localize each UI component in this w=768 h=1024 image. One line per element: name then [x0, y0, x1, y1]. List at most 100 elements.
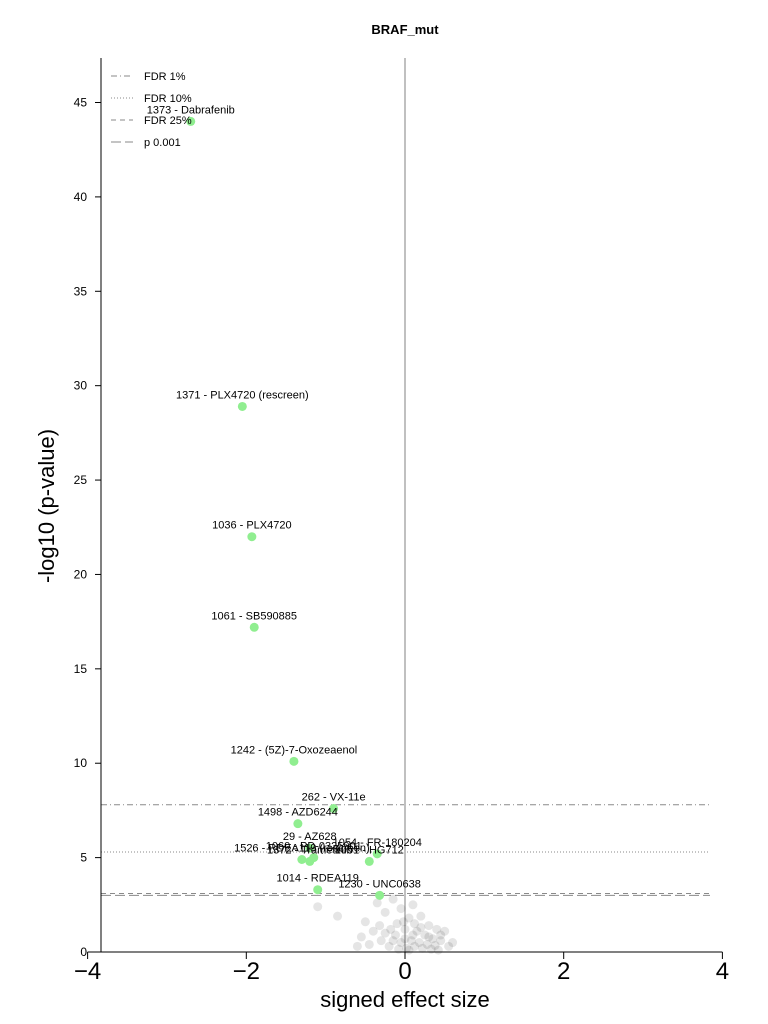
background-point — [386, 924, 396, 934]
point-labels: 1373 - Dabrafenib 1371 - PLX4720 (rescree… — [147, 104, 422, 890]
significant-point — [329, 804, 339, 814]
y-tick-label: 15 — [74, 662, 88, 676]
significant-point — [305, 843, 315, 853]
background-point — [424, 921, 434, 931]
background-point — [448, 938, 458, 948]
background-point — [410, 941, 420, 951]
background-point — [406, 936, 416, 946]
background-point — [408, 930, 418, 940]
x-tick-label: −2 — [233, 958, 260, 985]
y-tick-label: 5 — [80, 851, 87, 865]
tick-labels: 0 5 10 15 20 25 30 35 40 45 −4 −2 0 2 4 — [74, 96, 729, 985]
background-point — [360, 917, 370, 927]
point-label: 1060 - PD-0325901 — [266, 841, 362, 853]
significant-point — [249, 622, 259, 632]
point-label: 1054 - FR-180204 — [333, 837, 422, 849]
background-point — [390, 930, 400, 940]
background-point — [372, 898, 382, 908]
y-tick-label: 25 — [74, 473, 88, 487]
background-point — [313, 902, 323, 912]
legend-label: FDR 10% — [144, 93, 192, 105]
background-point — [394, 944, 404, 954]
background-point — [412, 926, 422, 936]
significant-point — [313, 885, 323, 895]
y-tick-label: 0 — [80, 945, 87, 959]
background-point — [368, 926, 378, 936]
significant-point — [372, 849, 382, 859]
background-point — [440, 926, 450, 936]
background-point — [352, 941, 362, 951]
x-tick-label: 2 — [557, 958, 570, 985]
point-label: 1526 - RDEA119 (rescreen) — [234, 843, 370, 855]
background-point — [426, 944, 436, 954]
background-point — [388, 936, 398, 946]
y-tick-label: 30 — [74, 379, 88, 393]
x-tick-label: 4 — [716, 958, 729, 985]
significant-points — [186, 116, 385, 900]
y-axis-label: -log10 (p-value) — [34, 429, 59, 583]
background-point — [333, 911, 343, 921]
background-point — [432, 924, 442, 934]
legend-label: FDR 25% — [144, 115, 192, 127]
background-point — [410, 919, 420, 929]
significant-point — [364, 856, 374, 866]
background-point — [416, 911, 426, 921]
background-point — [436, 936, 446, 946]
y-tick-label: 20 — [74, 567, 88, 581]
legend: FDR 1% FDR 10% FDR 25% p 0.001 — [111, 71, 192, 149]
point-label: 1230 - UNC0638 — [338, 878, 421, 890]
background-point — [380, 928, 390, 938]
background-point — [428, 934, 438, 944]
point-label: 1242 - (5Z)-7-Oxozeaenol — [231, 744, 358, 756]
background-point — [400, 934, 410, 944]
point-label: 1061 - SB590885 — [211, 610, 297, 622]
point-label: 29 - AZ628 — [283, 831, 337, 843]
point-label: 1036 - PLX4720 — [212, 520, 292, 532]
background-point — [392, 919, 402, 929]
background-point — [404, 913, 414, 923]
background-point — [396, 904, 406, 914]
legend-label: p 0.001 — [144, 137, 181, 149]
x-axis-label: signed effect size — [320, 987, 490, 1012]
background-point — [380, 907, 390, 917]
background-point — [430, 940, 440, 950]
background-point — [417, 943, 427, 953]
background-point — [384, 941, 394, 951]
background-point — [420, 930, 430, 940]
background-point — [404, 945, 414, 955]
background-point — [388, 894, 398, 904]
background-point — [376, 936, 386, 946]
x-tick-label: 0 — [398, 958, 411, 985]
legend-label: FDR 1% — [144, 71, 186, 83]
background-point — [398, 917, 408, 927]
background-point — [356, 932, 366, 942]
significant-point — [237, 401, 247, 411]
point-label: 1373 - Dabrafenib — [147, 104, 235, 116]
y-tick-label: 40 — [74, 190, 88, 204]
point-label: 1372 - Trametinib — [267, 844, 353, 856]
background-point — [396, 938, 406, 948]
background-point — [433, 945, 443, 955]
background-point — [436, 930, 446, 940]
significant-point — [247, 532, 257, 542]
point-label: 1014 - RDEA119 — [277, 873, 359, 885]
point-label: 1051 - HG712 — [335, 844, 404, 856]
background-point — [400, 924, 410, 934]
background-point — [422, 939, 432, 949]
x-tick-label: −4 — [74, 958, 101, 985]
significant-point — [309, 853, 319, 863]
significant-point — [289, 756, 299, 766]
background-point — [444, 941, 454, 951]
background-point — [375, 921, 385, 931]
y-tick-label: 10 — [74, 756, 88, 770]
significant-point — [375, 890, 385, 900]
point-label: 1498 - AZD6244 — [258, 807, 338, 819]
significant-point — [293, 819, 303, 829]
background-point — [424, 932, 434, 942]
significant-point — [186, 116, 196, 126]
background-point — [364, 939, 374, 949]
significant-point — [297, 855, 307, 864]
background-point — [414, 938, 424, 948]
chart-title: BRAF_mut — [371, 22, 439, 37]
